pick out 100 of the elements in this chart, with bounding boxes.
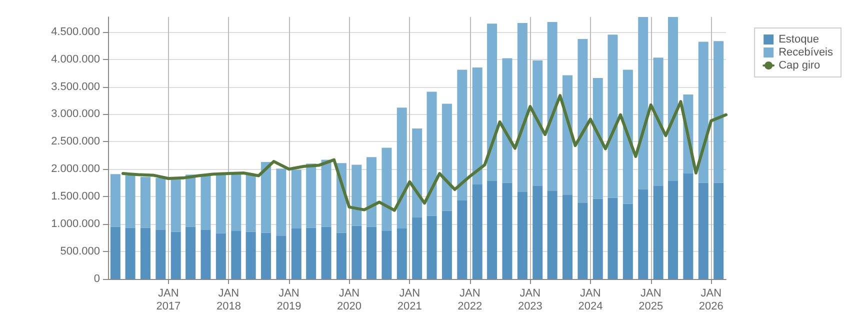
bar — [396, 228, 407, 279]
y-tick-label: 4.500.000 — [51, 26, 100, 38]
x-tick-label: JAN 2026 — [698, 288, 724, 312]
bar — [261, 162, 272, 233]
x-tick-label: JAN 2021 — [397, 288, 422, 312]
y-tick-label: 1.500.000 — [51, 190, 100, 203]
bar — [714, 182, 724, 279]
bar — [352, 164, 362, 226]
legend-label: Estoque — [778, 34, 819, 46]
bar — [442, 210, 452, 279]
bar — [442, 104, 452, 211]
bar — [562, 75, 572, 195]
bar — [291, 170, 302, 228]
bar — [396, 108, 407, 228]
bar — [276, 168, 286, 236]
bar — [502, 58, 512, 183]
x-tick-label: JAN 2024 — [578, 288, 603, 312]
legend-label: Recebíveis — [778, 46, 834, 58]
bar — [140, 228, 150, 279]
x-tick-label: JAN 2017 — [156, 288, 181, 312]
bar — [502, 182, 512, 279]
bar — [608, 198, 618, 279]
bar — [622, 70, 633, 204]
bar — [110, 174, 120, 227]
bar — [321, 226, 332, 279]
bar — [291, 228, 302, 279]
bar — [352, 226, 362, 279]
y-tick-label: 1.000.000 — [51, 218, 100, 230]
x-tick-label: JAN 2025 — [638, 288, 664, 312]
bar — [547, 22, 558, 191]
bar — [578, 202, 588, 279]
bar — [547, 190, 558, 279]
bar — [653, 186, 664, 279]
bar — [562, 194, 572, 279]
bar — [517, 192, 528, 279]
bar — [382, 230, 392, 279]
bar — [125, 175, 136, 228]
bar — [412, 217, 422, 279]
bar — [276, 236, 286, 279]
legend-label: Cap giro — [778, 60, 820, 72]
bar — [231, 174, 242, 231]
bar — [216, 174, 226, 234]
bar — [321, 160, 332, 227]
bar — [457, 200, 468, 279]
x-tick-label: JAN 2018 — [216, 288, 241, 312]
bar — [472, 68, 482, 185]
bar — [472, 184, 482, 279]
bar — [110, 226, 120, 279]
bar — [578, 38, 588, 203]
bar — [306, 164, 316, 228]
y-tick-label: 3.500.000 — [51, 80, 100, 93]
bar — [200, 230, 211, 279]
bar — [638, 189, 648, 279]
bar — [714, 41, 724, 183]
bar — [246, 174, 256, 232]
bar — [261, 232, 272, 279]
bar — [668, 180, 678, 279]
bar — [306, 228, 316, 279]
bar — [668, 17, 678, 181]
x-tick-label: JAN 2020 — [336, 288, 362, 312]
bar — [592, 78, 603, 199]
bar — [366, 226, 377, 279]
bar — [653, 58, 664, 186]
bar — [532, 60, 543, 186]
y-tick-label: 4.000.000 — [51, 53, 100, 66]
bar — [336, 232, 346, 279]
y-tick-label: 500.000 — [60, 246, 100, 258]
bar — [231, 230, 242, 279]
bar — [592, 198, 603, 279]
bar — [698, 42, 708, 183]
bar — [366, 157, 377, 227]
y-tick-label: 0 — [94, 273, 100, 285]
bar — [622, 204, 633, 279]
bar — [412, 128, 422, 218]
bar — [608, 34, 618, 198]
bar — [382, 148, 392, 231]
x-tick-label: JAN 2019 — [276, 288, 302, 312]
bar — [125, 228, 136, 279]
y-tick-label: 2.500.000 — [51, 136, 100, 148]
bar — [170, 232, 181, 279]
y-tick-label: 2.000.000 — [51, 163, 100, 176]
bar — [426, 216, 437, 279]
bar — [487, 180, 498, 279]
bar — [216, 233, 226, 279]
bar — [246, 232, 256, 279]
bar — [698, 182, 708, 279]
bar — [156, 178, 166, 230]
y-tick-label: 3.000.000 — [51, 108, 100, 120]
bar — [170, 180, 181, 232]
bar — [426, 92, 437, 216]
bar — [683, 174, 694, 279]
bar — [156, 230, 166, 279]
line-series — [122, 94, 728, 212]
bar — [140, 176, 150, 228]
x-tick-label: JAN 2023 — [518, 288, 542, 312]
bar — [186, 174, 196, 227]
bar — [532, 186, 543, 279]
bar — [186, 226, 196, 279]
bar — [457, 70, 468, 200]
bar — [517, 23, 528, 192]
